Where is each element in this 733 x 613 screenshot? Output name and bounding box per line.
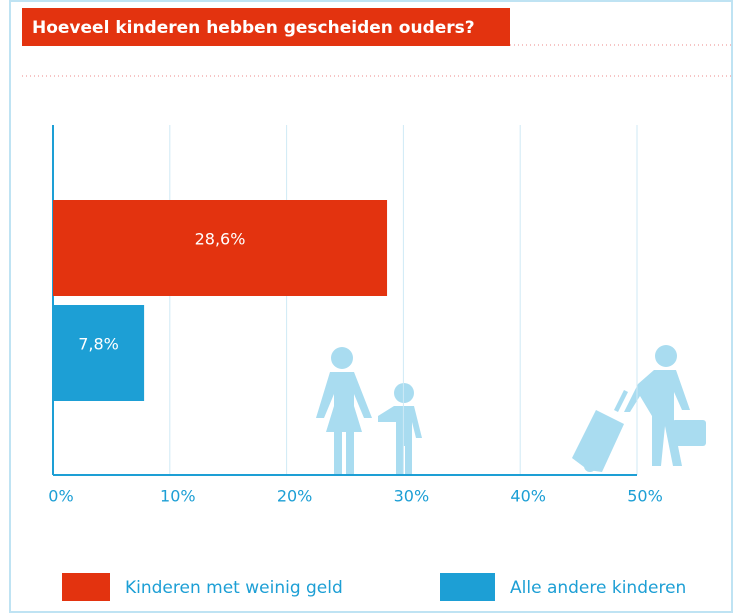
x-tick-label: 30% (394, 487, 430, 506)
legend-swatch (440, 573, 495, 601)
travel-icon (572, 345, 706, 472)
x-tick-label: 0% (48, 487, 73, 506)
legend-label: Alle andere kinderen (510, 578, 686, 598)
x-tick-label: 10% (160, 487, 196, 506)
title-box (22, 8, 510, 46)
data-label: 28,6% (195, 230, 246, 249)
data-label: 7,8% (78, 335, 119, 354)
x-tick-label: 20% (277, 487, 313, 506)
chart-title: Hoeveel kinderen hebben gescheiden ouder… (32, 18, 475, 38)
x-tick-label: 40% (510, 487, 546, 506)
frame (9, 0, 733, 613)
bar (53, 200, 388, 296)
family-icon (316, 347, 422, 476)
x-tick-label: 50% (627, 487, 663, 506)
bar (53, 305, 145, 401)
legend-swatch (62, 573, 110, 601)
legend-label: Kinderen met weinig geld (125, 578, 343, 598)
